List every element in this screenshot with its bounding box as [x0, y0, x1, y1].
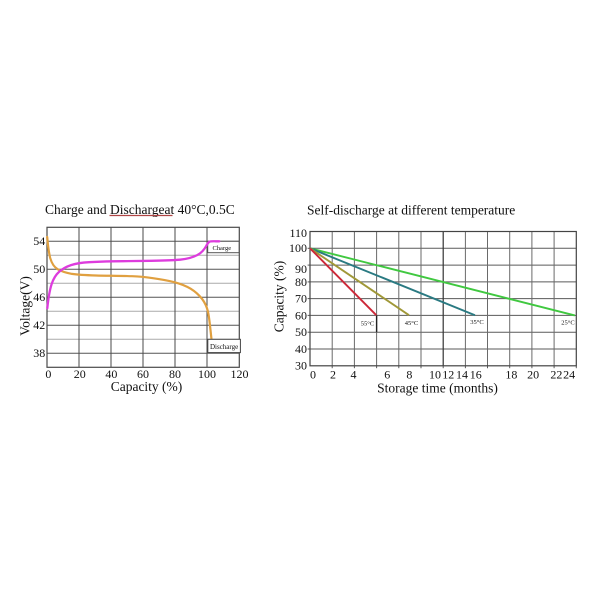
svg-text:10: 10 — [429, 367, 441, 381]
svg-text:2: 2 — [330, 367, 336, 381]
svg-text:55°C: 55°C — [361, 321, 374, 328]
svg-text:Charge and Dischargeat 40°C,0.: Charge and Dischargeat 40°C,0.5C — [45, 202, 235, 217]
svg-text:4: 4 — [351, 367, 357, 381]
svg-text:0: 0 — [310, 367, 316, 381]
svg-text:45°C: 45°C — [405, 320, 418, 327]
svg-text:Capacity (%): Capacity (%) — [271, 261, 286, 333]
svg-text:14: 14 — [456, 367, 468, 381]
svg-text:46: 46 — [33, 290, 45, 304]
svg-text:8: 8 — [406, 367, 412, 381]
svg-text:Charge: Charge — [212, 245, 231, 252]
svg-text:Storage time (months): Storage time (months) — [377, 381, 498, 396]
svg-text:38: 38 — [33, 346, 45, 360]
svg-text:70: 70 — [295, 292, 307, 306]
svg-text:120: 120 — [231, 367, 249, 381]
svg-text:Voltage(V): Voltage(V) — [18, 276, 33, 336]
svg-text:50: 50 — [295, 325, 307, 339]
svg-text:25°C: 25°C — [561, 320, 574, 327]
svg-text:40: 40 — [295, 342, 307, 356]
svg-text:22: 22 — [550, 367, 562, 381]
svg-text:Discharge: Discharge — [210, 343, 238, 351]
svg-text:100: 100 — [289, 241, 307, 255]
svg-text:20: 20 — [527, 367, 539, 381]
svg-text:50: 50 — [33, 262, 45, 276]
svg-text:110: 110 — [289, 226, 307, 240]
svg-text:100: 100 — [198, 367, 216, 381]
svg-text:24: 24 — [563, 367, 575, 381]
svg-text:Capacity (%): Capacity (%) — [111, 379, 183, 394]
svg-text:30: 30 — [295, 358, 307, 372]
svg-text:16: 16 — [470, 367, 482, 381]
svg-text:60: 60 — [137, 367, 149, 381]
svg-text:90: 90 — [295, 262, 307, 276]
svg-text:0: 0 — [45, 367, 51, 381]
svg-text:54: 54 — [33, 234, 45, 248]
svg-text:80: 80 — [169, 367, 181, 381]
svg-text:40: 40 — [105, 367, 117, 381]
svg-text:18: 18 — [505, 367, 517, 381]
svg-text:60: 60 — [295, 308, 307, 322]
svg-text:20: 20 — [74, 367, 86, 381]
svg-text:42: 42 — [33, 318, 45, 332]
svg-text:80: 80 — [295, 275, 307, 289]
svg-text:6: 6 — [384, 367, 390, 381]
svg-text:Self-discharge at different te: Self-discharge at different temperature — [307, 203, 515, 218]
svg-text:12: 12 — [442, 367, 454, 381]
svg-text:35°C: 35°C — [470, 319, 483, 326]
